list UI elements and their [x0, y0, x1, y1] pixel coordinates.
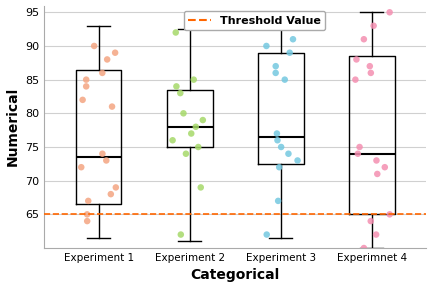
Point: [294, 158, 301, 163]
X-axis label: Categorical: Categorical: [191, 268, 280, 283]
Point: [79, 98, 86, 102]
Point: [356, 145, 363, 149]
Point: [360, 246, 367, 250]
Point: [83, 84, 90, 89]
Y-axis label: Numerical: Numerical: [6, 87, 19, 166]
Point: [373, 158, 380, 163]
Point: [169, 138, 176, 143]
Point: [263, 44, 270, 48]
Point: [278, 145, 285, 149]
Point: [200, 118, 206, 122]
Point: [197, 185, 204, 190]
Point: [180, 111, 187, 115]
Point: [370, 23, 377, 28]
Point: [289, 37, 296, 41]
Point: [285, 151, 292, 156]
Point: [374, 172, 381, 176]
Point: [188, 131, 195, 136]
Point: [177, 91, 184, 95]
Point: [182, 151, 189, 156]
Point: [353, 57, 360, 62]
Point: [273, 131, 280, 136]
Point: [108, 192, 114, 196]
Point: [263, 232, 270, 237]
Point: [286, 50, 293, 55]
Point: [195, 145, 202, 149]
Point: [352, 77, 359, 82]
Point: [104, 57, 111, 62]
Point: [99, 151, 106, 156]
Point: [373, 232, 380, 237]
Point: [275, 199, 282, 203]
Point: [360, 37, 367, 41]
Point: [281, 77, 288, 82]
Point: [381, 165, 388, 170]
Point: [178, 232, 184, 237]
Point: [386, 10, 393, 15]
Point: [367, 219, 374, 223]
Point: [112, 185, 119, 190]
Point: [192, 124, 199, 129]
Point: [78, 165, 85, 170]
Point: [103, 158, 110, 163]
Point: [83, 77, 90, 82]
Point: [272, 71, 279, 75]
Point: [84, 219, 91, 223]
Point: [272, 64, 279, 69]
Point: [112, 50, 119, 55]
Point: [108, 104, 115, 109]
Point: [354, 151, 361, 156]
Point: [85, 199, 92, 203]
Point: [274, 138, 281, 143]
Legend: Threshold Value: Threshold Value: [184, 11, 325, 30]
Point: [386, 212, 393, 217]
Point: [173, 84, 180, 89]
Point: [190, 77, 197, 82]
Point: [172, 30, 179, 35]
Point: [366, 64, 373, 69]
Point: [84, 212, 91, 217]
Point: [91, 44, 98, 48]
Point: [276, 165, 283, 170]
Point: [99, 71, 106, 75]
Point: [367, 71, 374, 75]
